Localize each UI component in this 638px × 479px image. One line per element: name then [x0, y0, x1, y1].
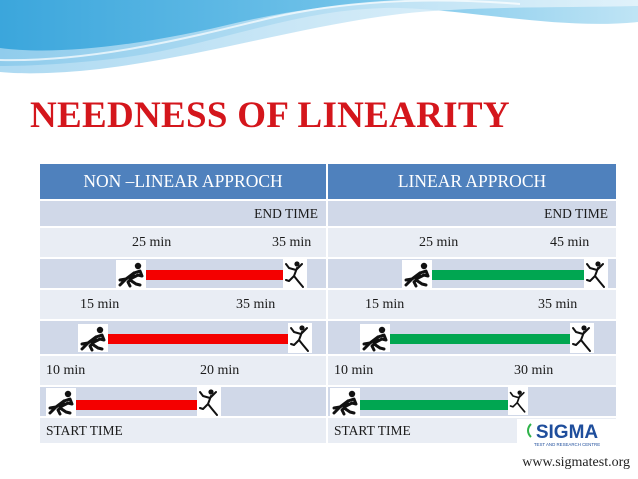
non-linear-row2-bar	[108, 334, 288, 344]
finishing-runner-icon	[508, 388, 528, 415]
finishing-runner-icon	[584, 260, 608, 287]
slide-title: NEEDNESS OF LINEARITY	[30, 95, 510, 136]
linear-row2-bar	[390, 334, 570, 344]
website-url: www.sigmatest.org	[522, 455, 630, 470]
linear-row3-start: 10 min	[334, 362, 374, 378]
header-wave-decoration	[0, 0, 638, 74]
crouching-runner-icon	[402, 260, 432, 287]
linear-row2-start: 15 min	[365, 296, 405, 312]
linear-row1-bar	[432, 270, 584, 280]
non-linear-row2-labels: 15 min 35 min	[38, 288, 328, 321]
linear-row1-start: 25 min	[419, 234, 459, 250]
non-linear-row3-start: 10 min	[46, 362, 86, 378]
non-linear-row2-bar-cell	[38, 319, 328, 356]
finishing-runner-icon	[283, 260, 307, 287]
linear-row2-labels: 15 min 35 min	[326, 288, 618, 321]
linear-column-header: LINEAR APPROCH	[326, 162, 618, 201]
non-linear-row3-bar-cell	[38, 385, 328, 418]
non-linear-row2-end: 35 min	[236, 296, 276, 312]
crouching-runner-icon	[330, 388, 360, 415]
finishing-runner-icon	[570, 323, 594, 353]
linear-row3-bar-cell	[326, 385, 618, 418]
comparison-table: NON –LINEAR APPROCH LINEAR APPROCH END T…	[38, 162, 618, 445]
linear-row1-end: 45 min	[550, 234, 590, 250]
non-linear-row3-labels: 10 min 20 min	[38, 354, 328, 387]
non-linear-row1-end: 35 min	[272, 234, 312, 250]
crouching-runner-icon	[360, 324, 390, 352]
non-linear-row1-start: 25 min	[132, 234, 172, 250]
non-linear-row3-bar	[76, 400, 197, 410]
linear-row2-bar-cell	[326, 319, 618, 356]
crouching-runner-icon	[116, 260, 146, 287]
non-linear-row2-start: 15 min	[80, 296, 120, 312]
non-linear-column-header: NON –LINEAR APPROCH	[38, 162, 328, 201]
logo-text: SIGMA	[536, 422, 599, 443]
non-linear-row1-labels: 25 min 35 min	[38, 226, 328, 259]
crouching-runner-icon	[78, 324, 108, 352]
linear-row3-end: 30 min	[514, 362, 554, 378]
crouching-runner-icon	[46, 388, 76, 415]
sigma-logo: SIGMA TEST AND RESEARCH CENTRE	[517, 419, 617, 449]
linear-row3-labels: 10 min 30 min	[326, 354, 618, 387]
linear-row2-end: 35 min	[538, 296, 578, 312]
non-linear-row3-end: 20 min	[200, 362, 240, 378]
finishing-runner-icon	[288, 323, 312, 353]
non-linear-row1-bar	[146, 270, 283, 280]
linear-row1-bar-cell	[326, 257, 618, 290]
end-time-label-left: END TIME	[38, 199, 328, 228]
end-time-label-right: END TIME	[326, 199, 618, 228]
linear-row1-labels: 25 min 45 min	[326, 226, 618, 259]
finishing-runner-icon	[197, 388, 221, 415]
logo-tagline: TEST AND RESEARCH CENTRE	[534, 442, 600, 447]
linear-row3-bar	[360, 400, 508, 410]
non-linear-row1-bar-cell	[38, 257, 328, 290]
start-time-label-left: START TIME	[38, 416, 328, 445]
